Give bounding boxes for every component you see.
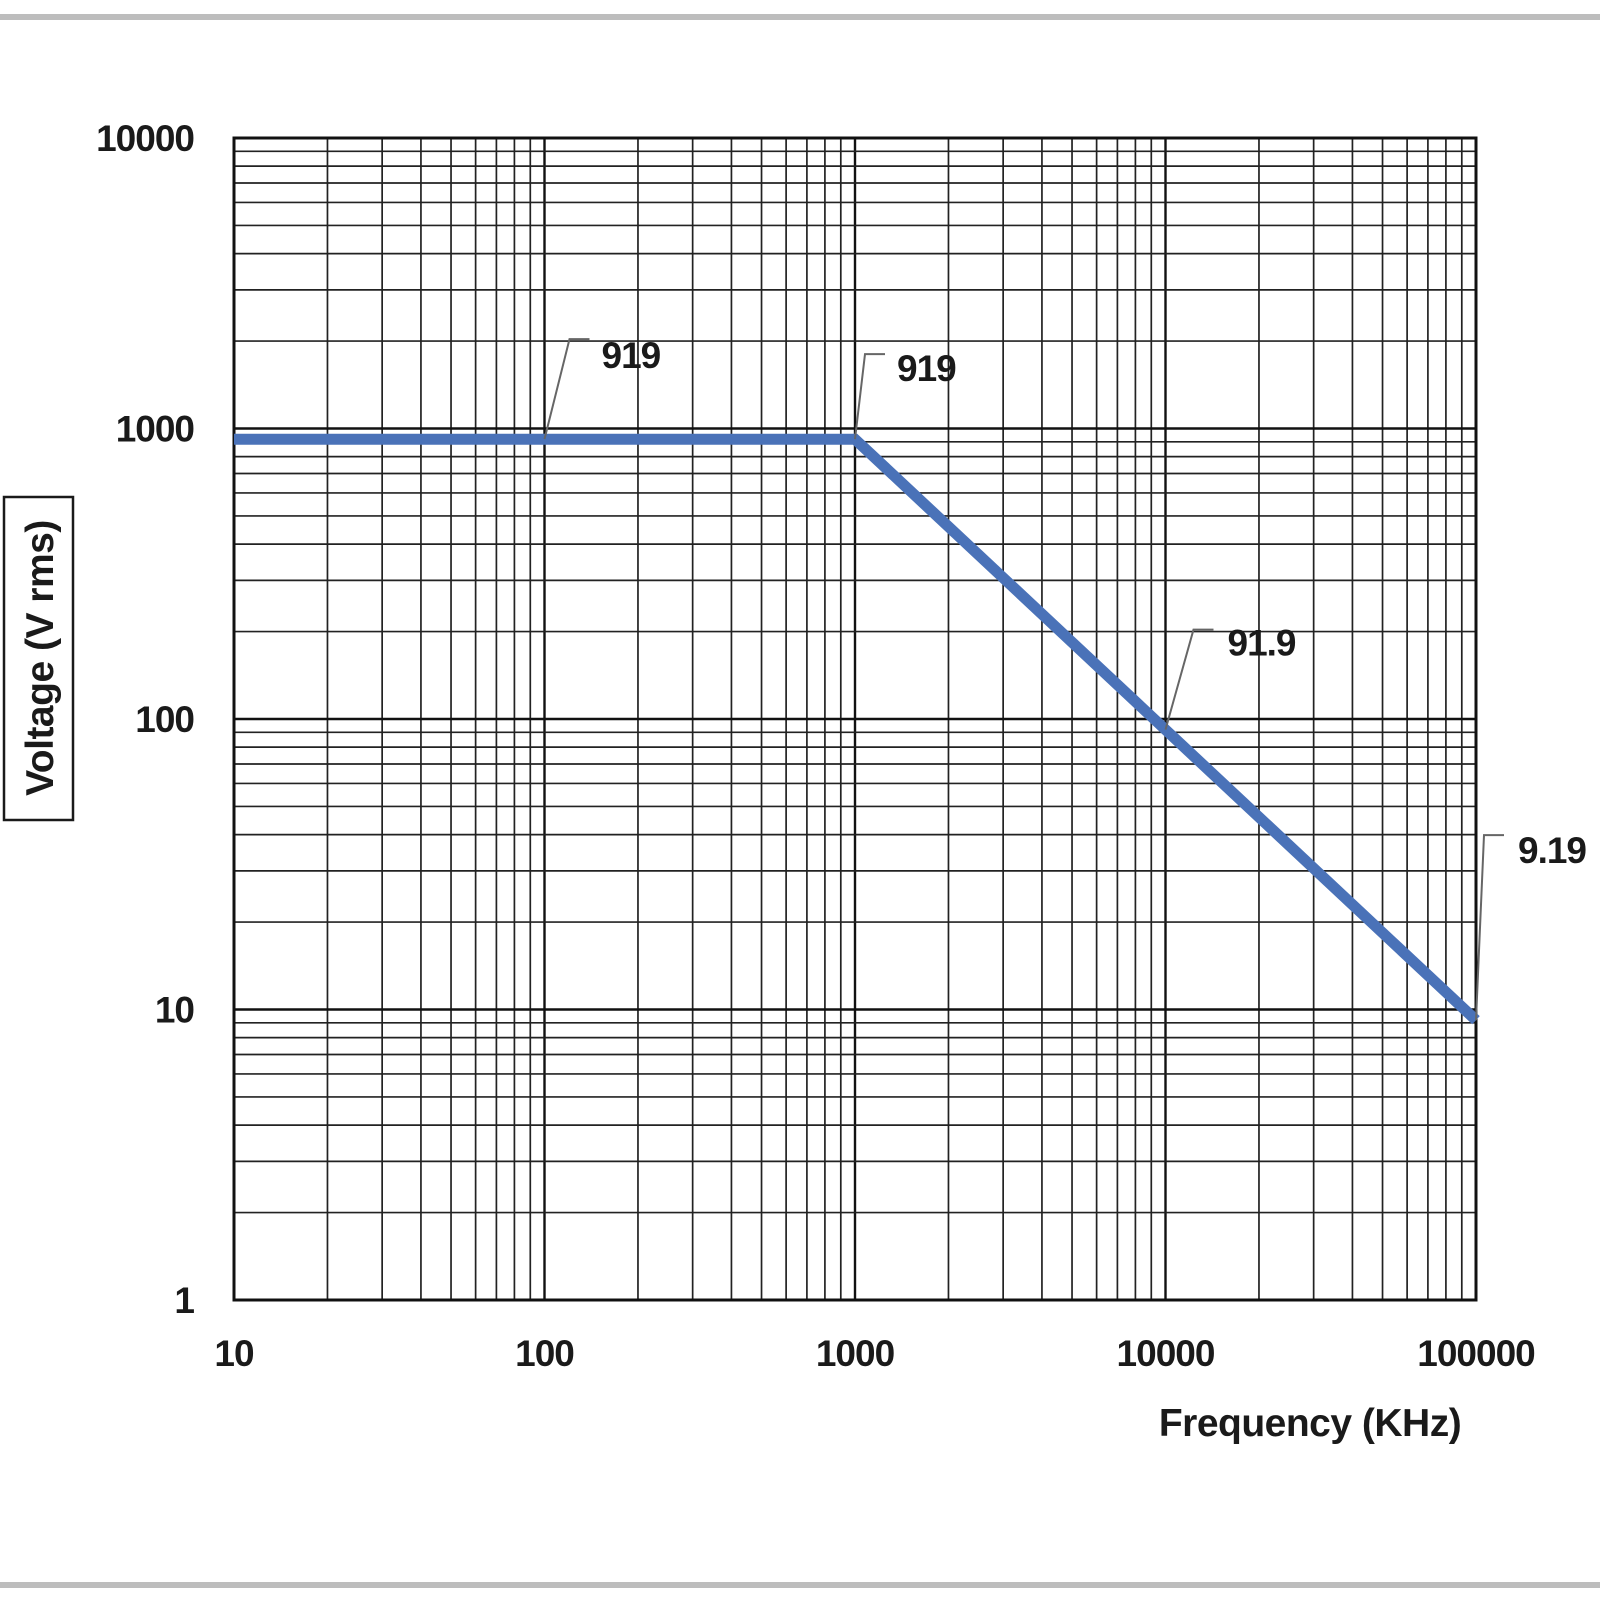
callout-leader-line — [1164, 628, 1214, 730]
x-tick-label: 100000 — [1417, 1333, 1535, 1374]
grid — [232, 138, 1476, 1302]
callout-leader-line — [854, 353, 885, 440]
callout-layer: 919 919 91.9 9.19 — [543, 335, 1587, 1021]
x-tick-label: 10 — [214, 1333, 254, 1374]
x-axis-title: Frequency (KHz) — [1159, 1402, 1461, 1445]
y-axis-title: Voltage (V rms) — [19, 520, 62, 796]
y-tick-label: 10 — [155, 990, 195, 1031]
x-tick-label: 100 — [515, 1333, 574, 1374]
x-tick-labels: 10 100 1000 10000 100000 — [214, 1333, 1536, 1374]
callout-label: 9.19 — [1518, 830, 1586, 871]
plot-area-border — [232, 136, 1478, 1302]
callout-label: 919 — [897, 348, 956, 389]
y-tick-label: 100 — [135, 699, 194, 740]
y-tick-label: 1 — [174, 1280, 194, 1321]
series-layer — [234, 433, 1480, 1025]
y-tick-label: 1000 — [116, 409, 195, 450]
callout-leader-line — [1475, 834, 1504, 1021]
y-tick-labels: 1 10 100 1000 10000 — [96, 118, 195, 1321]
callout-label: 919 — [602, 335, 661, 376]
callout-label: 91.9 — [1228, 623, 1296, 664]
y-axis-title-box — [2, 495, 75, 822]
x-tick-label: 10000 — [1117, 1333, 1215, 1374]
callout-leader-line — [543, 338, 590, 440]
y-tick-label: 10000 — [96, 118, 194, 159]
voltage-series-line — [234, 433, 1480, 1025]
x-tick-label: 1000 — [816, 1333, 895, 1374]
